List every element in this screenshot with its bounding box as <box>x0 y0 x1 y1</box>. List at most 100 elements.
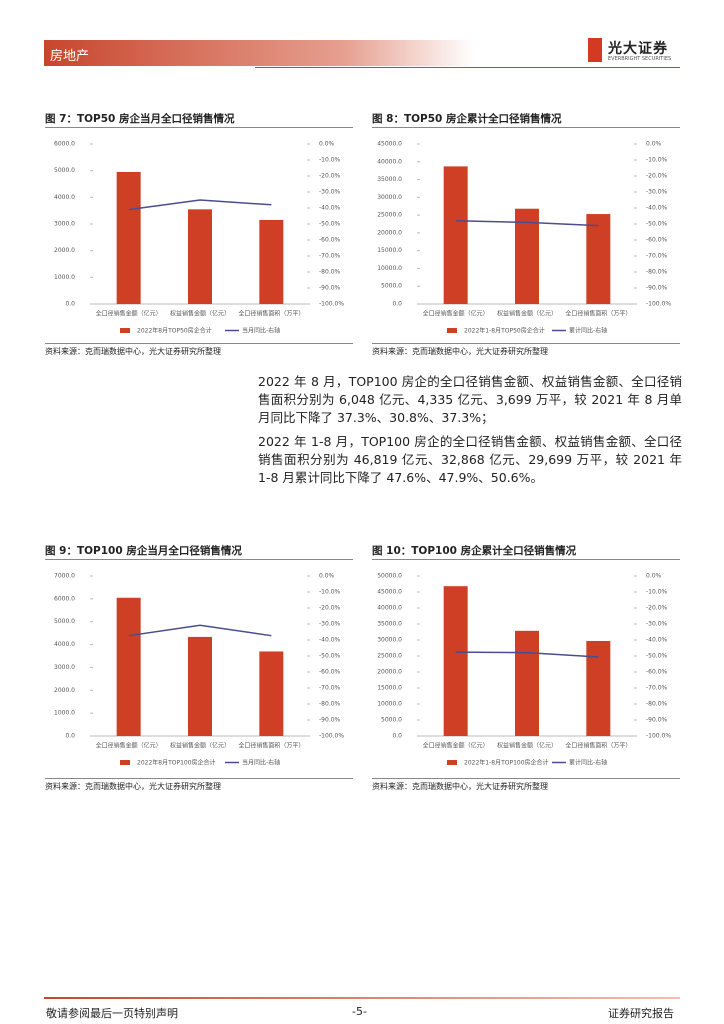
legend-swatch <box>447 760 457 765</box>
legend-swatch <box>447 328 457 333</box>
y-tick-label: 0.0 <box>65 301 75 308</box>
y2-tick-label: -10.0% <box>319 157 341 164</box>
x-tick-label: 权益销售金额（亿元） <box>497 742 557 750</box>
y2-tick-label: -100.0% <box>646 733 671 740</box>
legend-label: 2022年1-8月TOP100房企合计 <box>464 759 549 767</box>
paragraph: 2022 年 1-8 月，TOP100 房企的全口径销售金额、权益销售金额、全口… <box>258 434 682 485</box>
legend-label: 累计同比-右轴 <box>569 759 607 767</box>
chart: 0.0 5000.0 10000.0 15000.0 20000.0 25000.0 300… <box>377 141 671 335</box>
y-tick-label: 6000.0 <box>54 141 75 148</box>
y2-tick-label: -50.0% <box>319 653 341 660</box>
x-tick-label: 全口径销售面积（万平） <box>565 310 631 318</box>
y-tick-label: 2000.0 <box>54 687 75 694</box>
footer-bar <box>44 997 680 999</box>
y-tick-label: 25000.0 <box>377 212 402 219</box>
section: 房地产 <box>50 49 90 64</box>
footer-right: 证券研究报告 <box>608 1007 674 1020</box>
rule <box>45 127 353 128</box>
y2-tick-label: -50.0% <box>646 221 668 228</box>
rule <box>372 778 680 779</box>
y-tick-label: 10000.0 <box>377 265 402 272</box>
y-tick-label: 7000.0 <box>54 573 75 580</box>
y-tick-label: 4000.0 <box>54 641 75 648</box>
y-tick-label: 1000.0 <box>54 274 75 281</box>
y-tick-label: 6000.0 <box>54 595 75 602</box>
source: 资料来源：克而瑞数据中心，光大证券研究所整理 <box>372 347 548 356</box>
y2-tick-label: -20.0% <box>646 173 668 180</box>
y-tick-label: 45000.0 <box>377 141 402 148</box>
y2-tick-label: -80.0% <box>646 701 668 708</box>
x-tick-label: 全口径销售金额（亿元） <box>423 310 489 318</box>
y-tick-label: 0.0 <box>392 733 402 740</box>
logo-text: 光大证券 <box>608 41 668 57</box>
y2-tick-label: -90.0% <box>319 717 341 724</box>
legend-label: 累计同比-右轴 <box>569 327 607 335</box>
x-tick-label: 权益销售金额（亿元） <box>497 310 557 318</box>
y-tick-label: 40000.0 <box>377 605 402 612</box>
line <box>128 199 272 211</box>
y-tick-label: 5000.0 <box>54 618 75 625</box>
x-tick-label: 全口径销售金额（亿元） <box>96 310 162 318</box>
header-bar: 房地产 <box>44 40 474 66</box>
bar <box>515 630 539 736</box>
y2-tick-label: -50.0% <box>646 653 668 660</box>
y-tick-label: 30000.0 <box>377 637 402 644</box>
rule <box>45 559 353 560</box>
y2-tick-label: -10.0% <box>319 589 341 596</box>
y2-tick-label: -70.0% <box>319 253 341 260</box>
rule <box>45 343 353 344</box>
y-tick-label: 30000.0 <box>377 194 402 201</box>
y-tick-label: 45000.0 <box>377 589 402 596</box>
logo-en: EVERBRIGHT SECURITIES <box>608 56 672 62</box>
legend-label: 2022年1-8月TOP50房企合计 <box>464 327 545 335</box>
rule <box>372 127 680 128</box>
y2-tick-label: -10.0% <box>646 589 668 596</box>
y2-tick-label: -80.0% <box>646 269 668 276</box>
y-tick-label: 10000.0 <box>377 701 402 708</box>
source: 资料来源：克而瑞数据中心，光大证券研究所整理 <box>45 347 221 356</box>
x-tick-label: 全口径销售金额（亿元） <box>423 742 489 750</box>
chart-title: 图 8：TOP50 房企累计全口径销售情况 <box>372 113 562 125</box>
chart: 0.0 1000.0 2000.0 3000.0 4000.0 5000.0 6000.0 7… <box>54 573 344 767</box>
y2-tick-label: 0.0% <box>319 573 335 580</box>
y-tick-label: 15000.0 <box>377 247 402 254</box>
header-line <box>255 67 680 68</box>
x-tick-label: 全口径销售面积（万平） <box>238 742 304 750</box>
y-tick-label: 1000.0 <box>54 710 75 717</box>
y-tick-label: 3000.0 <box>54 221 75 228</box>
y2-tick-label: -30.0% <box>646 189 668 196</box>
y-tick-label: 5000.0 <box>54 167 75 174</box>
rule <box>372 559 680 560</box>
y2-tick-label: -100.0% <box>319 733 344 740</box>
y2-tick-label: -100.0% <box>319 301 344 308</box>
x-tick-label: 全口径销售金额（亿元） <box>96 742 162 750</box>
bar <box>188 209 212 304</box>
source: 资料来源：克而瑞数据中心，光大证券研究所整理 <box>45 782 221 791</box>
source: 资料来源：克而瑞数据中心，光大证券研究所整理 <box>372 782 548 791</box>
y2-tick-label: -40.0% <box>319 637 341 644</box>
legend-label: 当月同比-右轴 <box>242 327 280 335</box>
bar <box>586 640 611 736</box>
y2-tick-label: -40.0% <box>646 637 668 644</box>
y-tick-label: 35000.0 <box>377 621 402 628</box>
bar <box>443 166 468 304</box>
logo-icon <box>588 38 602 62</box>
logo: 光大证券 EVERBRIGHT SECURITIES <box>588 38 683 66</box>
y2-tick-label: -30.0% <box>319 189 341 196</box>
chart-title: 图 10：TOP100 房企累计全口径销售情况 <box>372 545 577 557</box>
y-tick-label: 5000.0 <box>381 717 402 724</box>
y2-tick-label: -90.0% <box>319 285 341 292</box>
legend-swatch <box>120 328 130 333</box>
footer-left: 敬请参阅最后一页特别声明 <box>46 1007 178 1020</box>
y-tick-label: 40000.0 <box>377 158 402 165</box>
bar <box>116 172 141 304</box>
y2-tick-label: -60.0% <box>646 237 668 244</box>
y-tick-label: 20000.0 <box>377 229 402 236</box>
y2-tick-label: -90.0% <box>646 285 668 292</box>
y2-tick-label: -40.0% <box>646 205 668 212</box>
y-tick-label: 25000.0 <box>377 653 402 660</box>
y2-tick-label: 0.0% <box>646 141 662 148</box>
y2-tick-label: -90.0% <box>646 717 668 724</box>
y-tick-label: 2000.0 <box>54 247 75 254</box>
